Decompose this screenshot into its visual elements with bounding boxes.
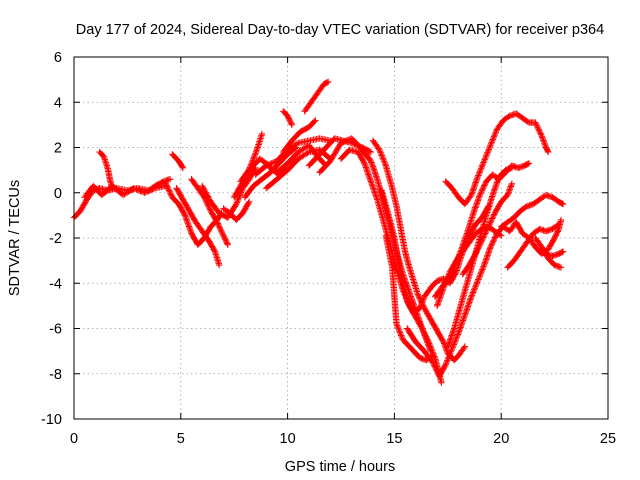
data-series (280, 108, 296, 129)
x-axis-label: GPS time / hours (285, 459, 395, 475)
y-tick-label: 4 (54, 95, 62, 111)
data-series (459, 180, 516, 278)
y-tick-label: -8 (49, 367, 62, 383)
data-series (382, 232, 436, 364)
series-markers (169, 151, 187, 172)
series-markers (498, 191, 567, 230)
data-series (70, 176, 174, 221)
data-series (442, 110, 552, 208)
chart-title: Day 177 of 2024, Sidereal Day-to-day VTE… (76, 22, 604, 38)
data-series (169, 151, 187, 172)
series-markers (96, 148, 116, 192)
axis-ticks: 0 5 10 15 20 25 -10 -8 -6 -4 -2 0 2 4 6 (41, 50, 616, 447)
series-markers (382, 232, 436, 364)
series-markers (536, 248, 567, 260)
series-markers (301, 78, 332, 115)
x-tick-label: 20 (493, 431, 509, 447)
series-markers (241, 144, 300, 201)
data-marks (70, 78, 567, 386)
y-axis-label: SDTVAR / TECUs (7, 180, 23, 296)
y-tick-label: 2 (54, 141, 62, 157)
series-markers (504, 221, 563, 271)
data-series (173, 185, 223, 269)
series-markers (263, 146, 334, 192)
data-series (96, 148, 116, 192)
series-markers (442, 110, 552, 208)
y-tick-label: -6 (49, 322, 62, 338)
data-series (504, 221, 563, 271)
series-markers (188, 176, 231, 248)
x-tick-label: 0 (70, 431, 78, 447)
data-series (241, 144, 300, 201)
y-tick-label: -10 (41, 412, 62, 428)
y-tick-label: -4 (49, 276, 62, 292)
data-series (536, 248, 567, 260)
series-markers (70, 176, 174, 221)
series-markers (280, 117, 319, 156)
series-markers (459, 180, 516, 278)
data-series (263, 146, 334, 192)
series-markers (199, 164, 259, 221)
series-markers (220, 198, 253, 224)
x-tick-label: 15 (386, 431, 402, 447)
data-series (301, 78, 332, 115)
data-series (199, 164, 259, 221)
y-tick-label: 0 (54, 186, 62, 202)
series-markers (173, 185, 223, 269)
y-tick-label: -2 (49, 231, 62, 247)
data-series (81, 182, 169, 201)
y-tick-label: 6 (54, 50, 62, 66)
series-markers (81, 182, 169, 201)
data-series (188, 176, 231, 248)
data-series (220, 198, 253, 224)
data-series (280, 117, 319, 156)
data-series (498, 191, 567, 230)
x-tick-label: 5 (177, 431, 185, 447)
x-tick-label: 25 (600, 431, 616, 447)
series-markers (280, 108, 296, 129)
x-tick-label: 10 (280, 431, 296, 447)
